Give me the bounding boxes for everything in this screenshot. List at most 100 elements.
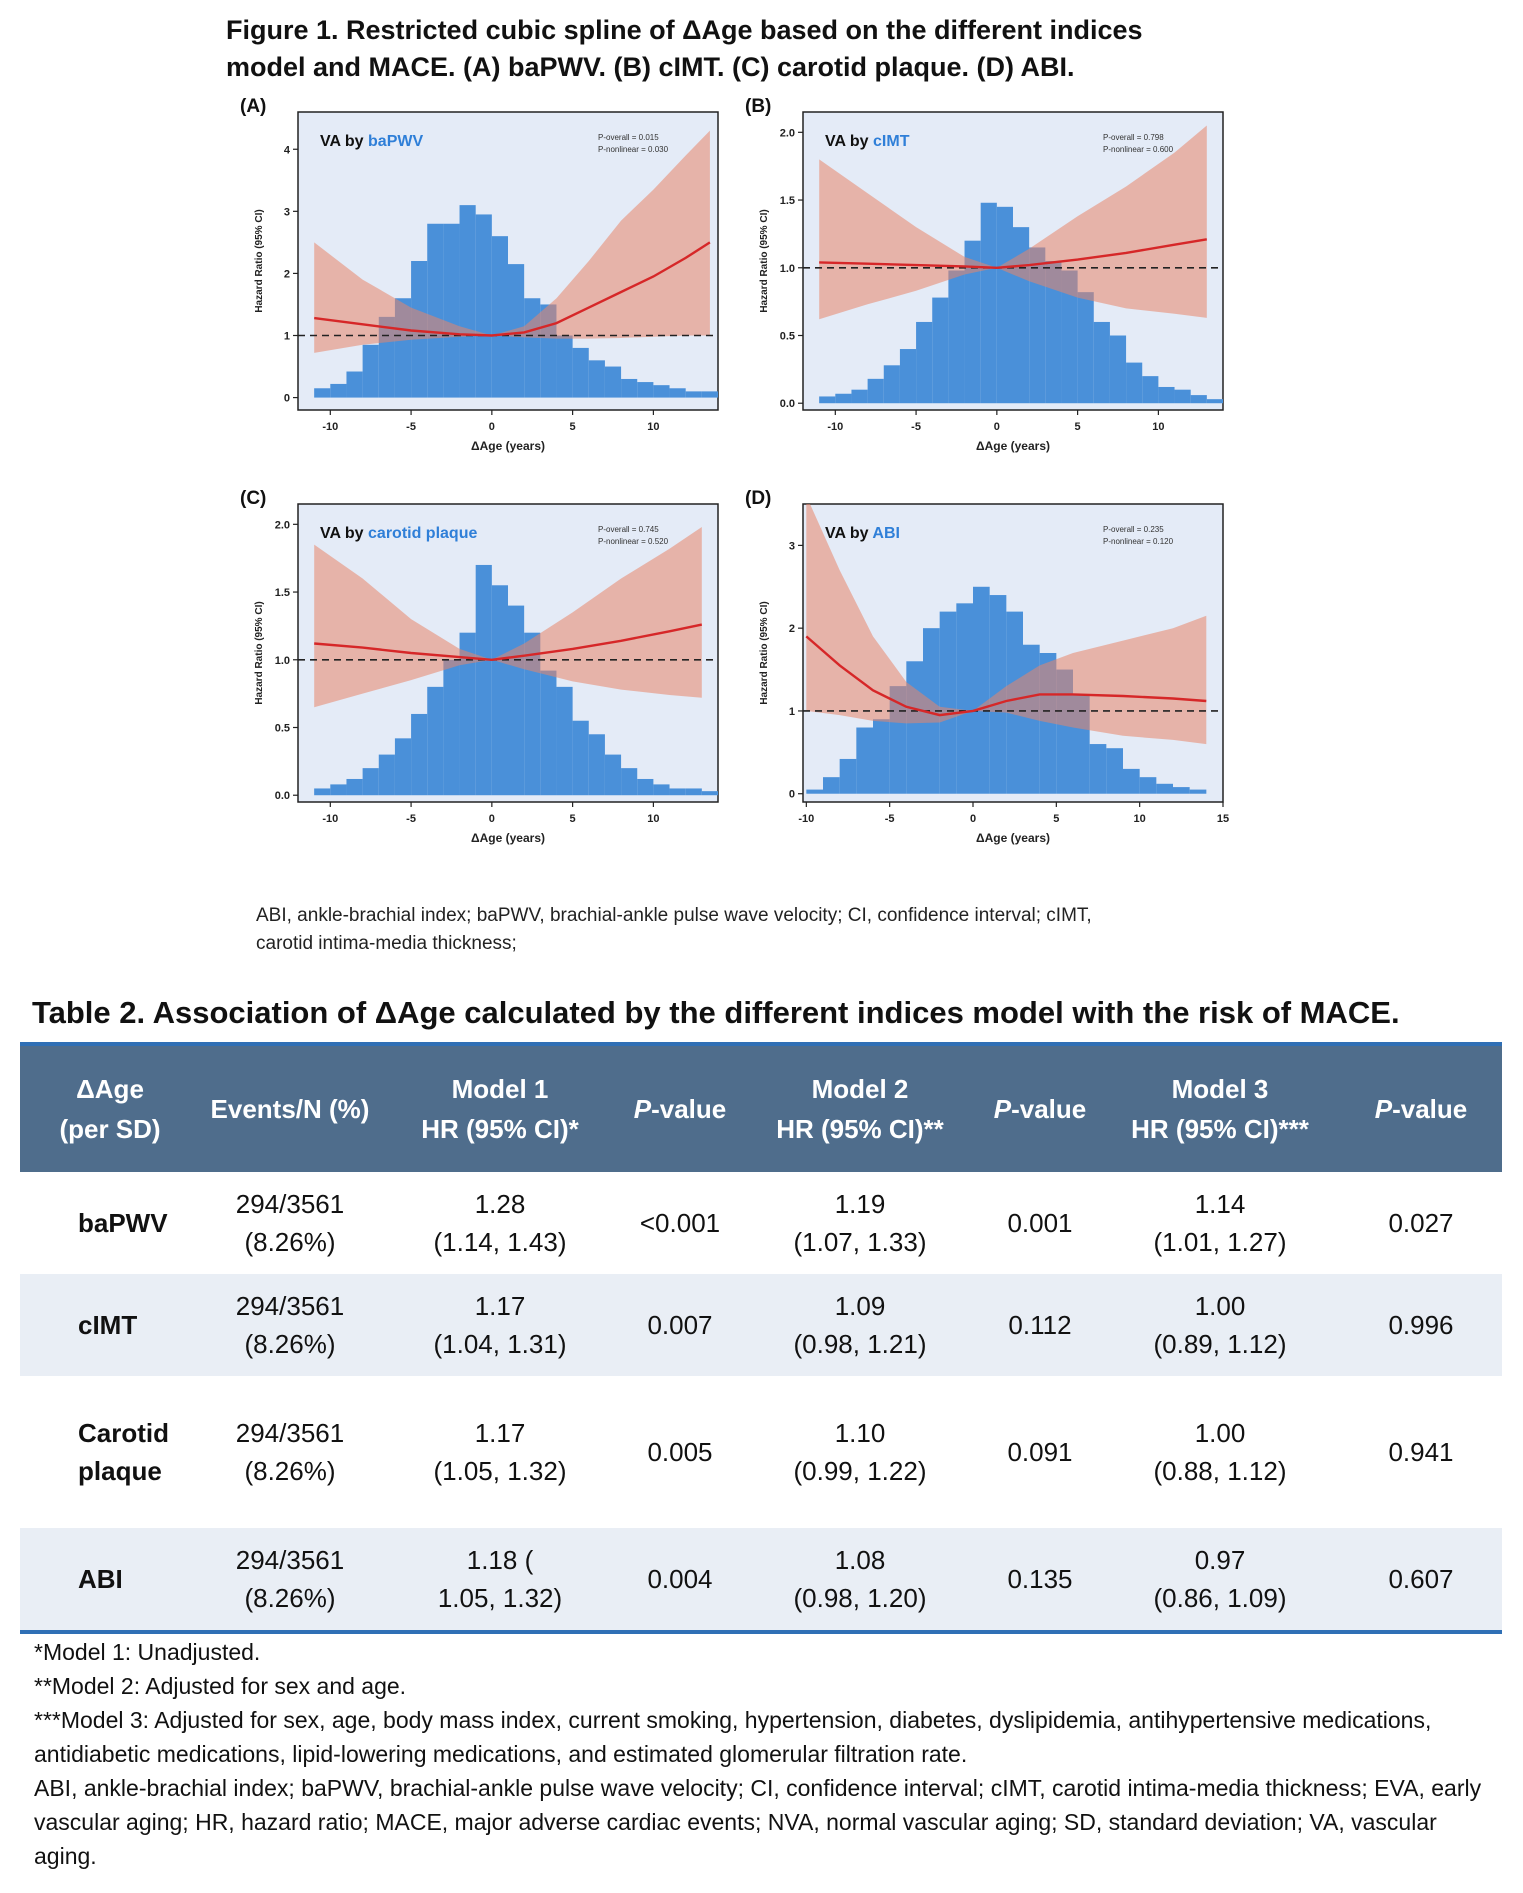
y-axis-label: Hazard Ratio (95% CI): [254, 209, 265, 312]
histogram-bar: [932, 297, 949, 404]
y-axis-label: Hazard Ratio (95% CI): [759, 601, 770, 704]
histogram-bar: [839, 758, 857, 794]
histogram-bar: [1106, 748, 1123, 794]
panel-label: (B): [745, 96, 771, 117]
histogram-bar: [1126, 362, 1143, 404]
header-model1: Model 1 HR (95% CI)*: [380, 1046, 620, 1172]
header-model2: Model 2 HR (95% CI)**: [740, 1046, 980, 1172]
histogram-bar: [362, 768, 379, 796]
spline-curve: [805, 635, 1207, 717]
p-nonlinear-label: P-nonlinear = 0.030: [598, 145, 669, 154]
model1-hr-cell: 1.17 (1.04, 1.31): [380, 1274, 620, 1376]
model3-p-cell: 0.941: [1388, 1437, 1454, 1467]
model2-hr-cell: 1.08 (0.98, 1.20): [740, 1528, 980, 1630]
row-label: baPWV: [20, 1172, 200, 1274]
model2-p-cell: 0.091: [1007, 1437, 1073, 1467]
histogram-bar: [669, 388, 686, 398]
table-footnotes: *Model 1: Unadjusted. **Model 2: Adjuste…: [34, 1635, 1504, 1873]
hr-value: 1.19: [834, 1189, 886, 1219]
events-percent: (8.26%): [244, 1227, 336, 1257]
table-row-carotid-plaque: Carotid plaque 294/3561 (8.26%) 1.17 (1.05,…: [20, 1376, 1502, 1528]
x-tick-label: 10: [1134, 813, 1146, 825]
header-pvalue-italic: P: [1374, 1094, 1393, 1124]
histogram-bar: [459, 205, 476, 398]
model2-p-cell: 0.112: [1008, 1310, 1072, 1340]
panel-d: (D) -10 -5 0 5 10 15 0 1 2 3 ΔAge (years) Hazard Rat…: [745, 488, 1245, 882]
model3-p-cell: 0.027: [1388, 1208, 1454, 1238]
histogram-bar: [524, 298, 541, 398]
model3-p-cell: 0.607: [1388, 1564, 1454, 1594]
histogram-bar: [475, 214, 492, 398]
model2-p-cell: 0.001: [1007, 1208, 1073, 1238]
hr-ci: (0.89, 1.12): [1153, 1329, 1287, 1359]
panel-c: (C) -10 -5 0 5 10 0.0 0.5 1.0 1.5 2.0 ΔAge (years) H…: [240, 488, 740, 882]
x-tick-label: -10: [322, 421, 338, 433]
hr-ci: (1.05, 1.32): [433, 1456, 567, 1486]
table-title: Table 2. Association of ΔAge calculated …: [32, 995, 1400, 1030]
header-delta-age-line2: (per SD): [59, 1114, 161, 1144]
y-tick-label: 0: [789, 789, 795, 801]
histogram-bar: [330, 383, 347, 398]
histogram-bar: [948, 270, 965, 404]
events-percent: (8.26%): [244, 1583, 336, 1613]
histogram-bar: [572, 347, 589, 398]
y-tick-label: 3: [789, 540, 795, 552]
histogram-bar: [604, 366, 622, 398]
header-model3-line2: HR (95% CI)***: [1131, 1114, 1309, 1144]
histogram-bar: [973, 586, 990, 794]
header-delta-age: ΔAge (per SD): [20, 1046, 200, 1172]
header-pvalue-italic: P: [993, 1094, 1012, 1124]
histogram-bar: [459, 632, 476, 796]
figure-panels: (A) -10 -5 0 5 10 0 1 2 3 4 ΔAge (years) Hazard Rati…: [240, 96, 1230, 885]
x-tick-label: -5: [911, 421, 921, 433]
histogram-bar: [427, 686, 444, 796]
y-tick-label: 0.5: [275, 723, 290, 735]
x-tick-label: 10: [647, 421, 659, 433]
histogram-bar: [685, 788, 702, 796]
histogram-bar: [906, 661, 923, 794]
hr-value: 1.10: [834, 1418, 886, 1448]
histogram-bar: [637, 778, 654, 796]
y-tick-label: 0.0: [780, 398, 795, 410]
plot-title: VA by baPWV: [320, 133, 423, 150]
hr-value: 1.09: [834, 1291, 886, 1321]
y-axis-label: Hazard Ratio (95% CI): [759, 209, 770, 312]
spline-chart-c: (C) -10 -5 0 5 10 0.0 0.5 1.0 1.5 2.0 ΔAge (years) H…: [240, 488, 719, 845]
histogram-bar: [1061, 270, 1078, 404]
data-layer: [803, 504, 1223, 794]
ci-band: [314, 527, 702, 708]
events-percent: (8.26%): [244, 1329, 336, 1359]
model1-hr-cell: 1.28 (1.14, 1.43): [380, 1172, 620, 1274]
histogram-bar: [1158, 386, 1175, 404]
x-tick-label: -5: [406, 813, 416, 825]
histogram-bar: [653, 385, 670, 398]
hr-ci: (1.14, 1.43): [433, 1227, 567, 1257]
y-tick-label: 3: [284, 206, 290, 218]
row-label: Carotid plaque: [20, 1376, 200, 1528]
x-tick-label: 0: [489, 421, 495, 433]
table-row-abi: ABI 294/3561 (8.26%) 1.18 (1.05, 1.32) 0.…: [20, 1528, 1502, 1630]
events-percent: (8.26%): [244, 1456, 336, 1486]
row-label-line1: ABI: [78, 1564, 123, 1594]
histogram-bar: [637, 382, 654, 398]
events-cell: 294/3561 (8.26%): [200, 1376, 380, 1528]
header-model2-line2: HR (95% CI)**: [776, 1114, 944, 1144]
events-count: 294/3561: [235, 1545, 345, 1575]
hr-ci: (1.01, 1.27): [1153, 1227, 1287, 1257]
histogram-bar: [996, 206, 1013, 404]
header-delta-age-line1: ΔAge: [76, 1074, 144, 1104]
histogram-bar: [851, 389, 868, 404]
hr-value: 1.00: [1194, 1291, 1246, 1321]
y-tick-label: 1.5: [780, 195, 795, 207]
histogram-bar: [1142, 376, 1159, 404]
histogram-bar: [588, 734, 605, 796]
row-label-line2: plaque: [78, 1456, 162, 1486]
plot-title-index: cIMT: [873, 133, 910, 150]
y-tick-label: 1.5: [275, 587, 290, 599]
panel-a: (A) -10 -5 0 5 10 0 1 2 3 4 ΔAge (years) Hazard Rati…: [240, 96, 740, 490]
model1-hr-cell: 1.17 (1.05, 1.32): [380, 1376, 620, 1528]
model1-p-cell: 0.007: [647, 1310, 713, 1340]
row-label-line1: baPWV: [78, 1208, 168, 1238]
data-layer: [298, 130, 718, 398]
figure-title-line1: Figure 1. Restricted cubic spline of ΔAg…: [226, 15, 1143, 45]
